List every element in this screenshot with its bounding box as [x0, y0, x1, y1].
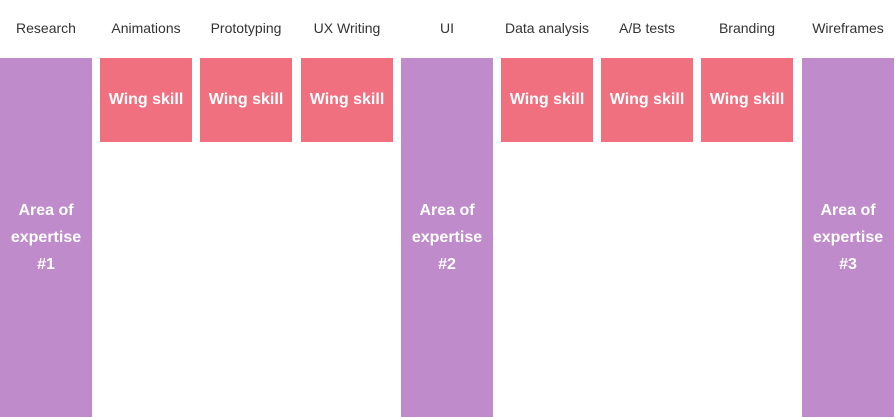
wing-skill: Wing skill — [200, 58, 292, 142]
column-header: Wireframes — [812, 20, 884, 36]
area-of-expertise: Area of expertise #1 — [0, 58, 92, 417]
column-header: Branding — [718, 20, 776, 36]
column-header: Animations — [111, 20, 181, 36]
column-header: Data analysis — [504, 20, 590, 36]
column-header: Prototyping — [210, 20, 282, 36]
wing-skill: Wing skill — [701, 58, 793, 142]
skill-column: Prototyping Wing skill — [200, 0, 292, 417]
skill-column: Research Area of expertise #1 — [0, 0, 92, 417]
wing-skill: Wing skill — [501, 58, 593, 142]
skill-column: Animations Wing skill — [100, 0, 192, 417]
area-of-expertise: Area of expertise #2 — [401, 58, 493, 417]
skill-column: Wireframes Area of expertise #3 — [802, 0, 894, 417]
skill-column: Branding Wing skill — [701, 0, 793, 417]
wing-skill: Wing skill — [100, 58, 192, 142]
wing-skill: Wing skill — [301, 58, 393, 142]
skill-column: UI Area of expertise #2 — [401, 0, 493, 417]
area-of-expertise: Area of expertise #3 — [802, 58, 894, 417]
column-header: Research — [16, 20, 76, 36]
column-header: UX Writing — [313, 20, 381, 36]
skill-column: UX Writing Wing skill — [301, 0, 393, 417]
column-header: A/B tests — [618, 20, 676, 36]
wing-skill: Wing skill — [601, 58, 693, 142]
column-header: UI — [440, 20, 454, 36]
skill-column: A/B tests Wing skill — [601, 0, 693, 417]
skill-column: Data analysis Wing skill — [501, 0, 593, 417]
